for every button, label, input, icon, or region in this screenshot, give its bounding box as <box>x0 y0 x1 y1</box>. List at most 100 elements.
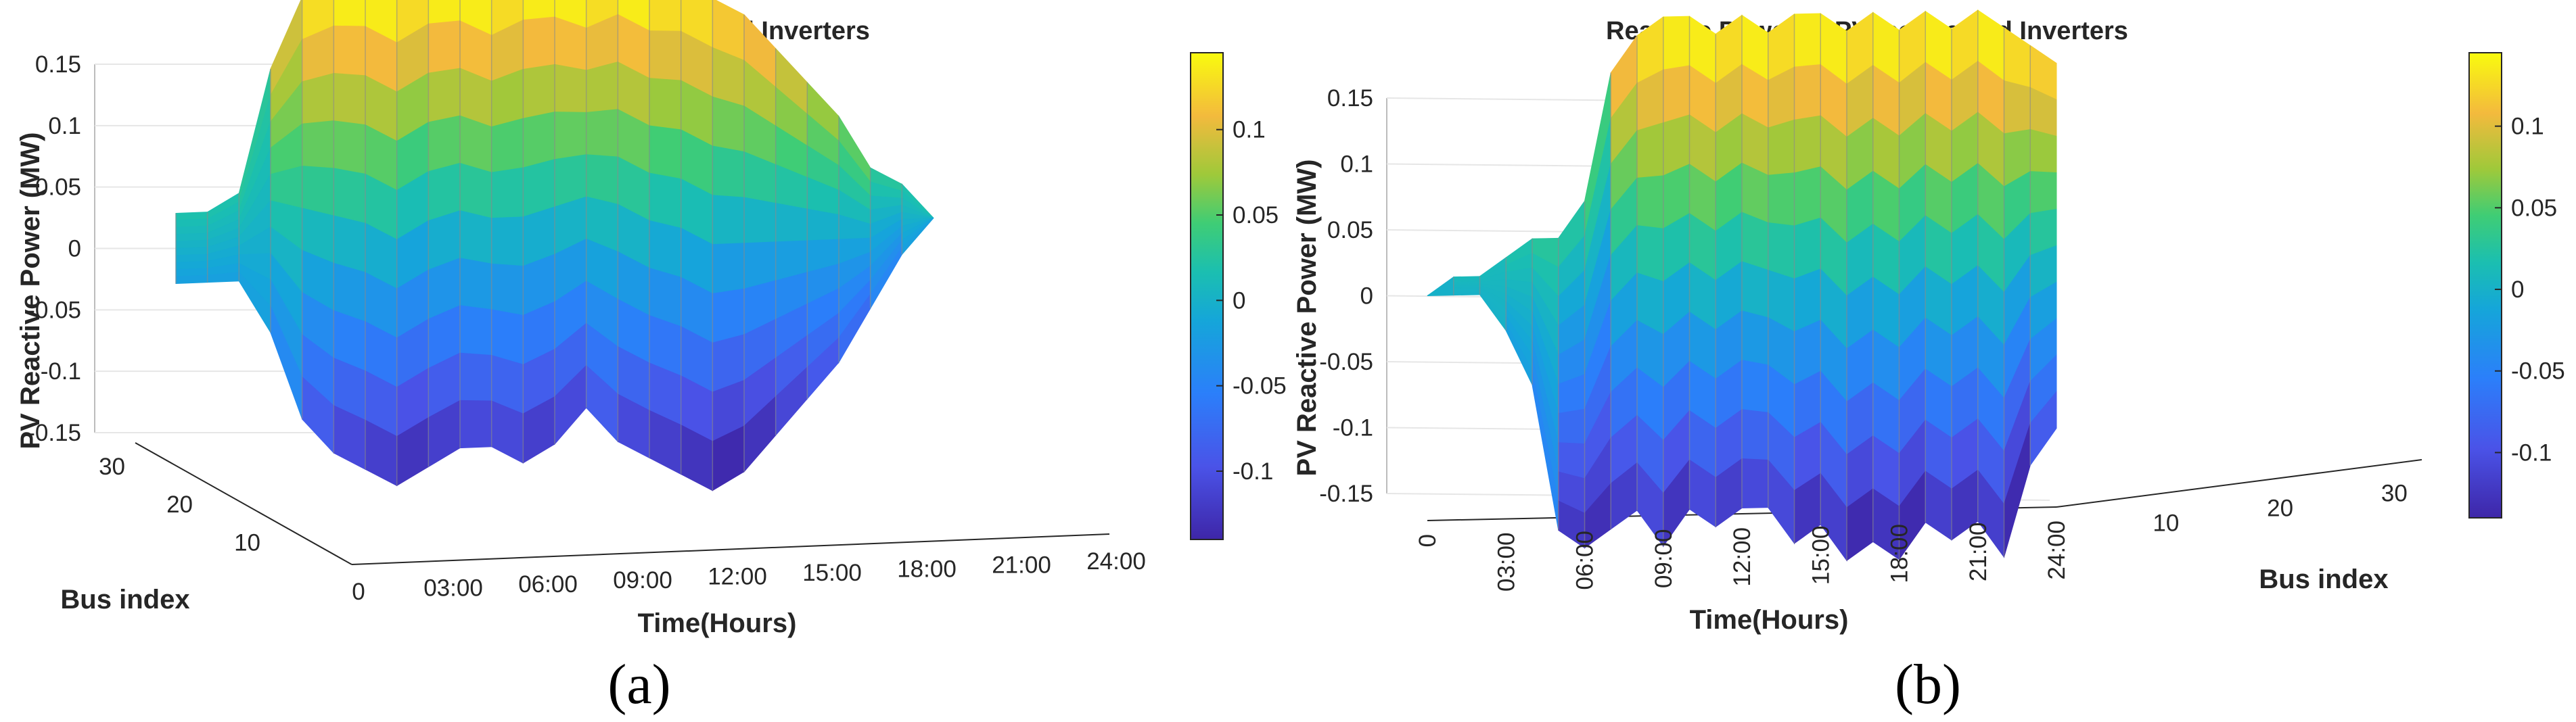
surface-segment <box>238 68 271 334</box>
surface-patch <box>2029 171 2057 214</box>
surface-patch <box>712 96 745 153</box>
surface-patch <box>459 400 492 449</box>
colorbar-gradient <box>2468 52 2502 519</box>
z-tick-label: 0.05 <box>35 174 81 201</box>
z-tick-label: 0.05 <box>1327 217 1373 243</box>
surface-patch <box>1741 360 1769 413</box>
surface-patch <box>806 208 840 241</box>
panel-label: (b) <box>1895 653 1961 716</box>
x-tick-label: 21:00 <box>992 552 1051 579</box>
surface-segment <box>743 14 777 473</box>
surface-patch <box>586 154 618 205</box>
surface-patch <box>459 162 492 219</box>
z-tick-label: -0.15 <box>27 420 81 446</box>
surface-patch <box>428 115 461 172</box>
surface-segment <box>554 0 587 446</box>
surface-segment <box>1453 276 1480 296</box>
surface-patch <box>491 167 524 219</box>
x-axis-label: Time(Hours) <box>1690 605 1849 635</box>
colorbar-tick-label: 0.1 <box>2511 114 2544 140</box>
x-tick-labels: 0 03:00 06:00 09:00 12:00 15:00 18:00 21:00 24:0… <box>1414 521 2070 592</box>
surface-segment <box>1505 238 1533 385</box>
z-tick-label: 0.1 <box>1340 151 1373 178</box>
surface-segment <box>1663 16 1690 548</box>
x-tick-label: 15:00 <box>1808 526 1834 585</box>
z-tick-label: 0.15 <box>1327 85 1373 112</box>
surface-segment <box>1768 13 1795 545</box>
colorbar-tick-label: -0.05 <box>1233 373 1287 400</box>
surface-patch <box>649 30 682 81</box>
surface-segment <box>1741 14 1769 509</box>
surface-patch <box>1636 175 1664 229</box>
surface-patch <box>1741 458 1769 509</box>
surface-patch <box>333 25 366 76</box>
surface-segment <box>1584 72 1611 549</box>
surface-patch <box>333 72 366 126</box>
z-tick-labels: -0.15 -0.1 -0.05 0 0.05 0.1 0.15 <box>1319 85 1373 507</box>
surface-segment <box>1427 276 1454 296</box>
surface-patch <box>333 215 366 273</box>
surface-patch <box>333 168 366 224</box>
x-tick-label: 09:00 <box>613 567 672 594</box>
surface-segment <box>490 0 524 464</box>
x-tick-label: 12:00 <box>1729 527 1755 587</box>
surface-segment <box>1636 16 1664 548</box>
surface-patch <box>1741 409 1769 460</box>
surface-segment <box>901 183 934 256</box>
surface-patch <box>459 352 492 402</box>
surface-segment <box>806 81 840 400</box>
surface-segment <box>775 47 808 437</box>
surface-segment <box>617 0 650 459</box>
panel-label: (a) <box>607 653 670 716</box>
surface-segment <box>206 192 239 283</box>
z-axis-label: PV Reactive Power (MW) <box>1292 159 1322 476</box>
colorbar-tick-label: 0.1 <box>1233 117 1266 143</box>
y-tick-labels: 10 20 30 <box>2153 481 2407 537</box>
surface-segment <box>712 0 745 491</box>
surface-segment <box>365 0 398 487</box>
surface-patch <box>302 120 334 169</box>
x-tick-label: 15:00 <box>802 560 862 586</box>
colorbar-tick-label: 0.05 <box>2511 195 2557 221</box>
surface-patch <box>649 172 682 229</box>
surface-patch <box>1558 408 1585 445</box>
x-tick-label: 12:00 <box>708 564 767 590</box>
colorbar-tick-label: -0.05 <box>2511 358 2565 385</box>
surface-patch <box>491 309 524 365</box>
surface-patch <box>586 109 618 158</box>
z-tick-label: -0.15 <box>1319 481 1373 507</box>
y-tick-labels: 10 20 30 <box>99 454 260 556</box>
surface-patch <box>712 195 745 245</box>
surface-segment <box>1977 9 2004 558</box>
chart-panel-b: Reactive Power of PV−connected Inverters… <box>1292 9 2565 716</box>
surface-segment <box>459 0 492 449</box>
y-axis-label: Bus index <box>60 585 189 615</box>
surface-patch <box>459 210 492 264</box>
surface-patch <box>428 0 461 24</box>
x-tick-label: 24:00 <box>1086 548 1146 575</box>
surface-patch <box>1794 115 1821 174</box>
surface-segment <box>838 115 871 364</box>
z-tick-label: -0.05 <box>27 297 81 323</box>
surface-patch <box>712 145 745 198</box>
surface-patch <box>1453 292 1480 296</box>
surface-segment <box>1688 16 1716 528</box>
surface-patch <box>649 78 682 130</box>
surface-segment <box>301 0 334 454</box>
surface-patch <box>1741 310 1769 366</box>
x-tick-label: 18:00 <box>1887 524 1913 583</box>
chart-panel-a: Reactive Power of PV−connected Inverters… <box>16 0 1287 716</box>
surface-patch <box>459 258 492 310</box>
surface-patch <box>1663 16 1690 70</box>
x-axis-line <box>351 533 1110 565</box>
y-tick-label: 30 <box>99 454 125 480</box>
surface-segment <box>396 0 429 487</box>
y-tick-label: 30 <box>2381 481 2408 507</box>
y-tick-label: 10 <box>2153 510 2179 536</box>
y-tick-label: 20 <box>2267 495 2293 521</box>
x-tick-label: 03:00 <box>423 575 483 601</box>
x-axis-label: Time(Hours) <box>638 608 797 638</box>
surface-patch <box>1636 225 1664 283</box>
surface-patch <box>554 112 587 160</box>
surface-patch <box>649 220 682 278</box>
